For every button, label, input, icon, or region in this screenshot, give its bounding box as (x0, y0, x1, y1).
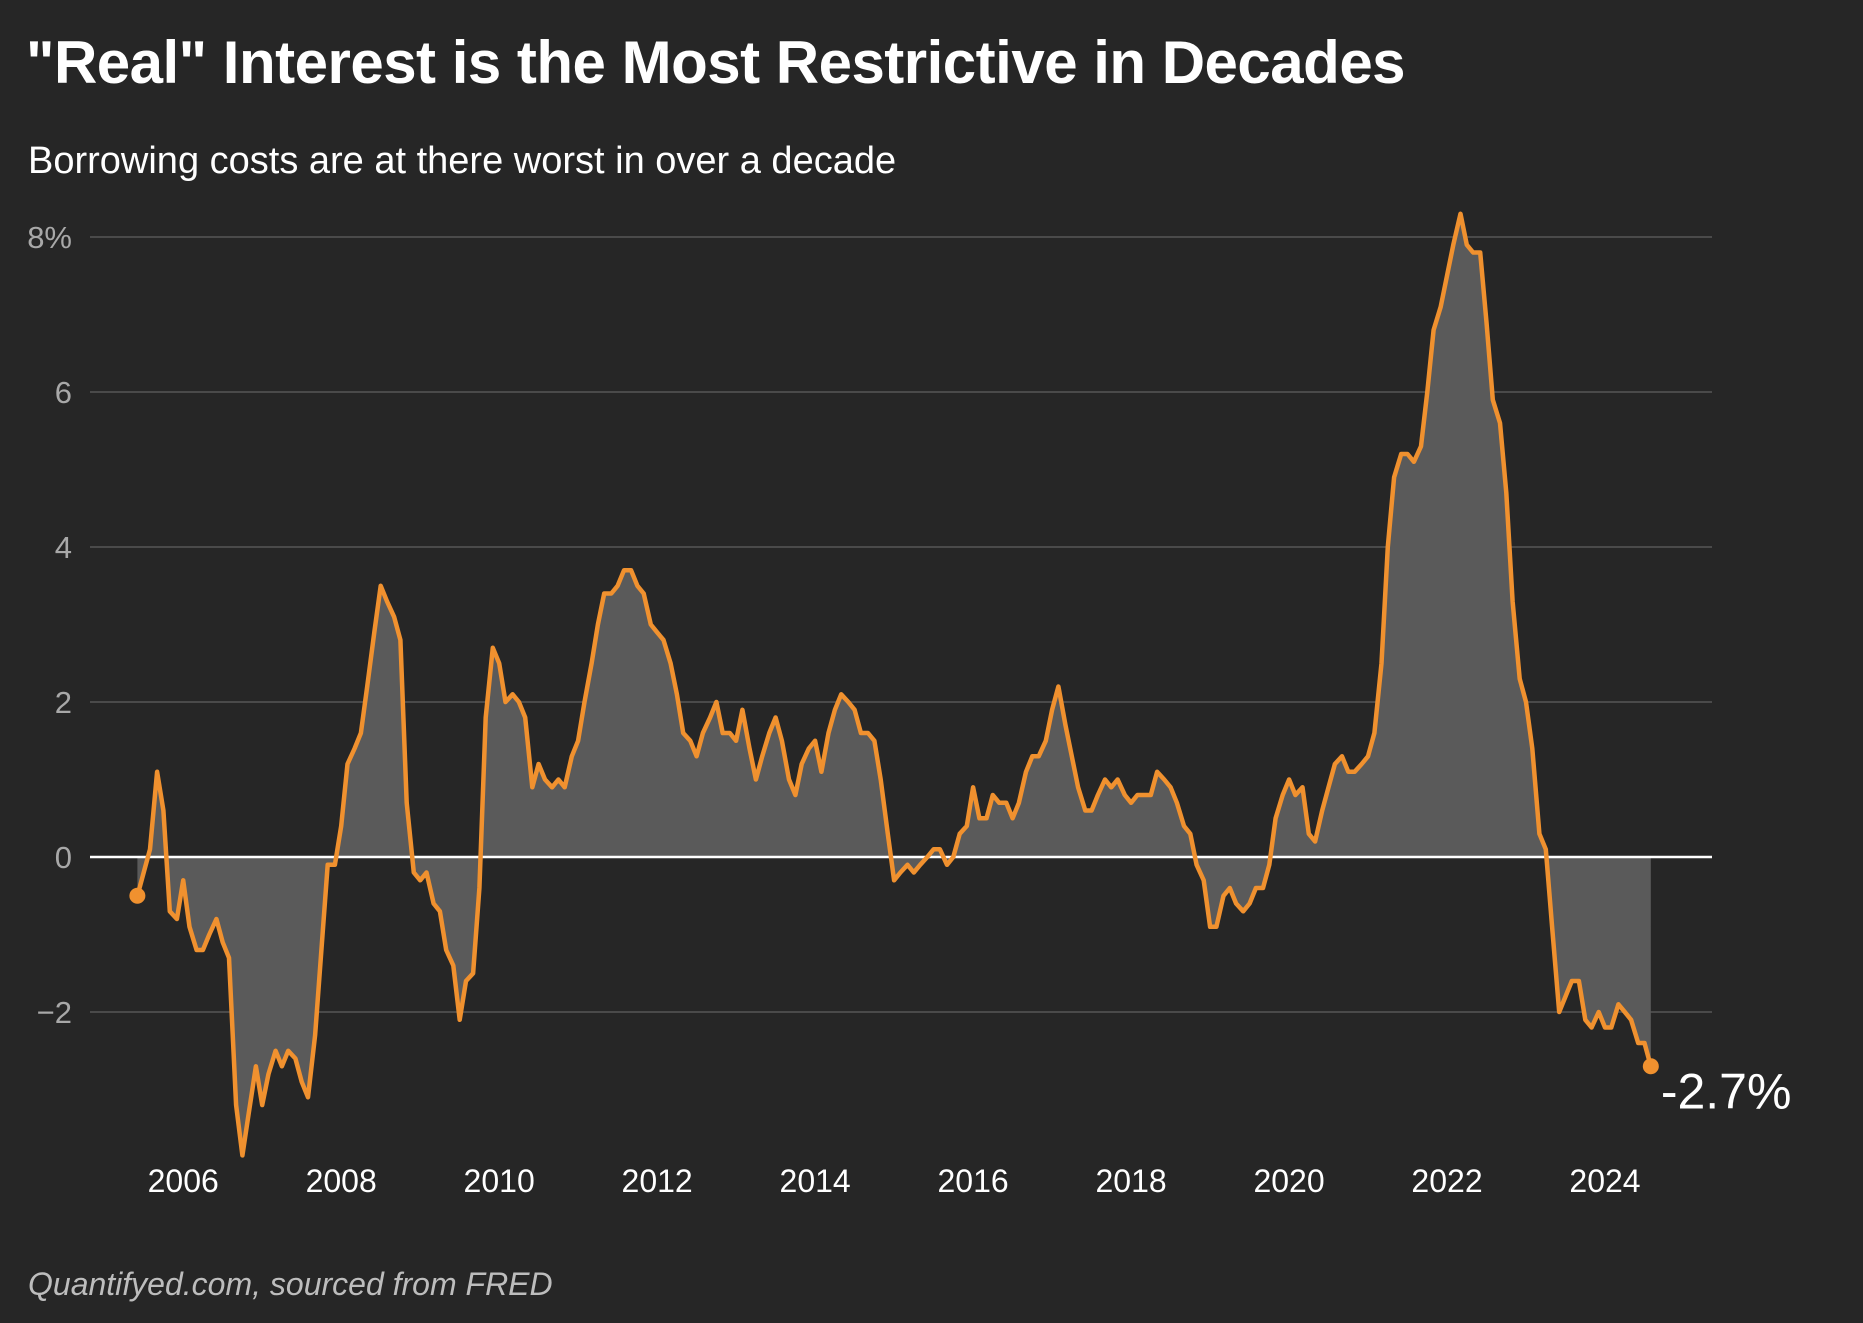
x-tick-label: 2006 (148, 1163, 219, 1199)
y-axis-ticks: 8% 6 4 2 0 −2 (27, 220, 72, 1030)
x-axis-ticks: 2006 2008 2010 2012 2014 2016 2018 2020 2022 2024 (148, 1163, 1641, 1199)
x-tick-label: 2014 (780, 1163, 851, 1199)
series-area-fill (137, 213, 1651, 1156)
start-point-marker (129, 887, 146, 904)
y-tick-label: 4 (55, 530, 72, 565)
x-tick-label: 2016 (937, 1163, 1008, 1199)
x-tick-label: 2024 (1569, 1163, 1640, 1199)
series-line-layer (135, 211, 1654, 1158)
x-tick-label: 2012 (622, 1163, 693, 1199)
markers-layer (129, 887, 1659, 1075)
source-note: Quantifyed.com, sourced from FRED (28, 1266, 553, 1302)
y-tick-label: 8% (27, 220, 72, 255)
y-tick-label: 0 (55, 840, 72, 875)
x-tick-label: 2022 (1411, 1163, 1482, 1199)
end-value-label: -2.7% (1661, 1063, 1792, 1119)
annotation-layer: -2.7% (1661, 1063, 1792, 1119)
end-point-marker (1642, 1058, 1659, 1075)
y-tick-label: 6 (55, 375, 72, 410)
area-fill-layer (137, 213, 1651, 1156)
y-tick-label: 2 (55, 685, 72, 720)
x-tick-label: 2010 (464, 1163, 535, 1199)
x-tick-label: 2018 (1095, 1163, 1166, 1199)
chart-title: "Real" Interest is the Most Restrictive … (26, 29, 1406, 96)
series-line (135, 211, 1654, 1158)
x-tick-label: 2020 (1253, 1163, 1324, 1199)
y-tick-label: −2 (37, 995, 72, 1030)
x-tick-label: 2008 (306, 1163, 377, 1199)
chart-subtitle: Borrowing costs are at there worst in ov… (28, 140, 897, 182)
